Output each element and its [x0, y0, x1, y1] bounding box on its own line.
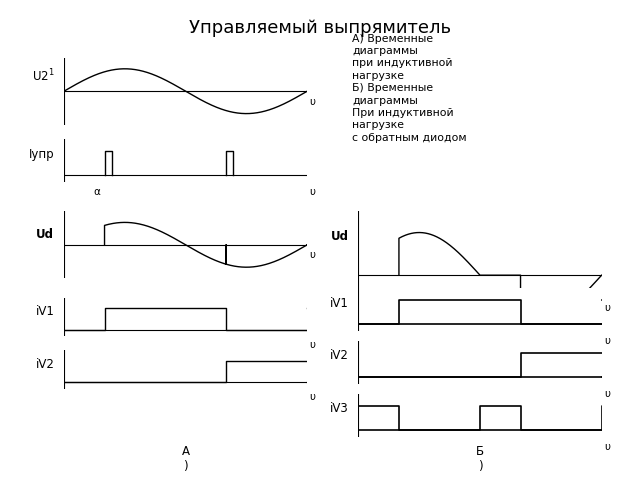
Text: α: α [93, 187, 100, 197]
Text: iV1: iV1 [35, 305, 54, 318]
Text: Ud: Ud [331, 230, 349, 243]
Text: υ: υ [310, 392, 316, 402]
Text: υ: υ [310, 187, 316, 197]
Text: Iупр: Iупр [29, 148, 54, 161]
Text: iV2: iV2 [35, 358, 54, 371]
Text: α: α [388, 303, 394, 313]
Text: U2$^{1}$: U2$^{1}$ [31, 68, 54, 84]
Text: Управляемый выпрямитель: Управляемый выпрямитель [189, 19, 451, 37]
Text: iV3: iV3 [330, 402, 349, 415]
Text: υ: υ [310, 250, 316, 260]
Text: Б
): Б ) [476, 445, 484, 473]
Text: υ: υ [604, 336, 610, 346]
Text: υ: υ [310, 96, 316, 107]
Text: υ: υ [604, 442, 610, 452]
Text: iV1: iV1 [330, 297, 349, 310]
Text: Ud: Ud [36, 228, 54, 241]
Text: iV2: iV2 [330, 349, 349, 362]
Text: υ: υ [310, 339, 316, 349]
Text: υ: υ [604, 389, 610, 399]
Text: А) Временные
диаграммы
при индуктивной
нагрузке
Б) Временные
диаграммы
При индук: А) Временные диаграммы при индуктивной н… [352, 34, 467, 143]
Text: υ: υ [604, 303, 610, 313]
Text: А
): А ) [182, 445, 189, 473]
